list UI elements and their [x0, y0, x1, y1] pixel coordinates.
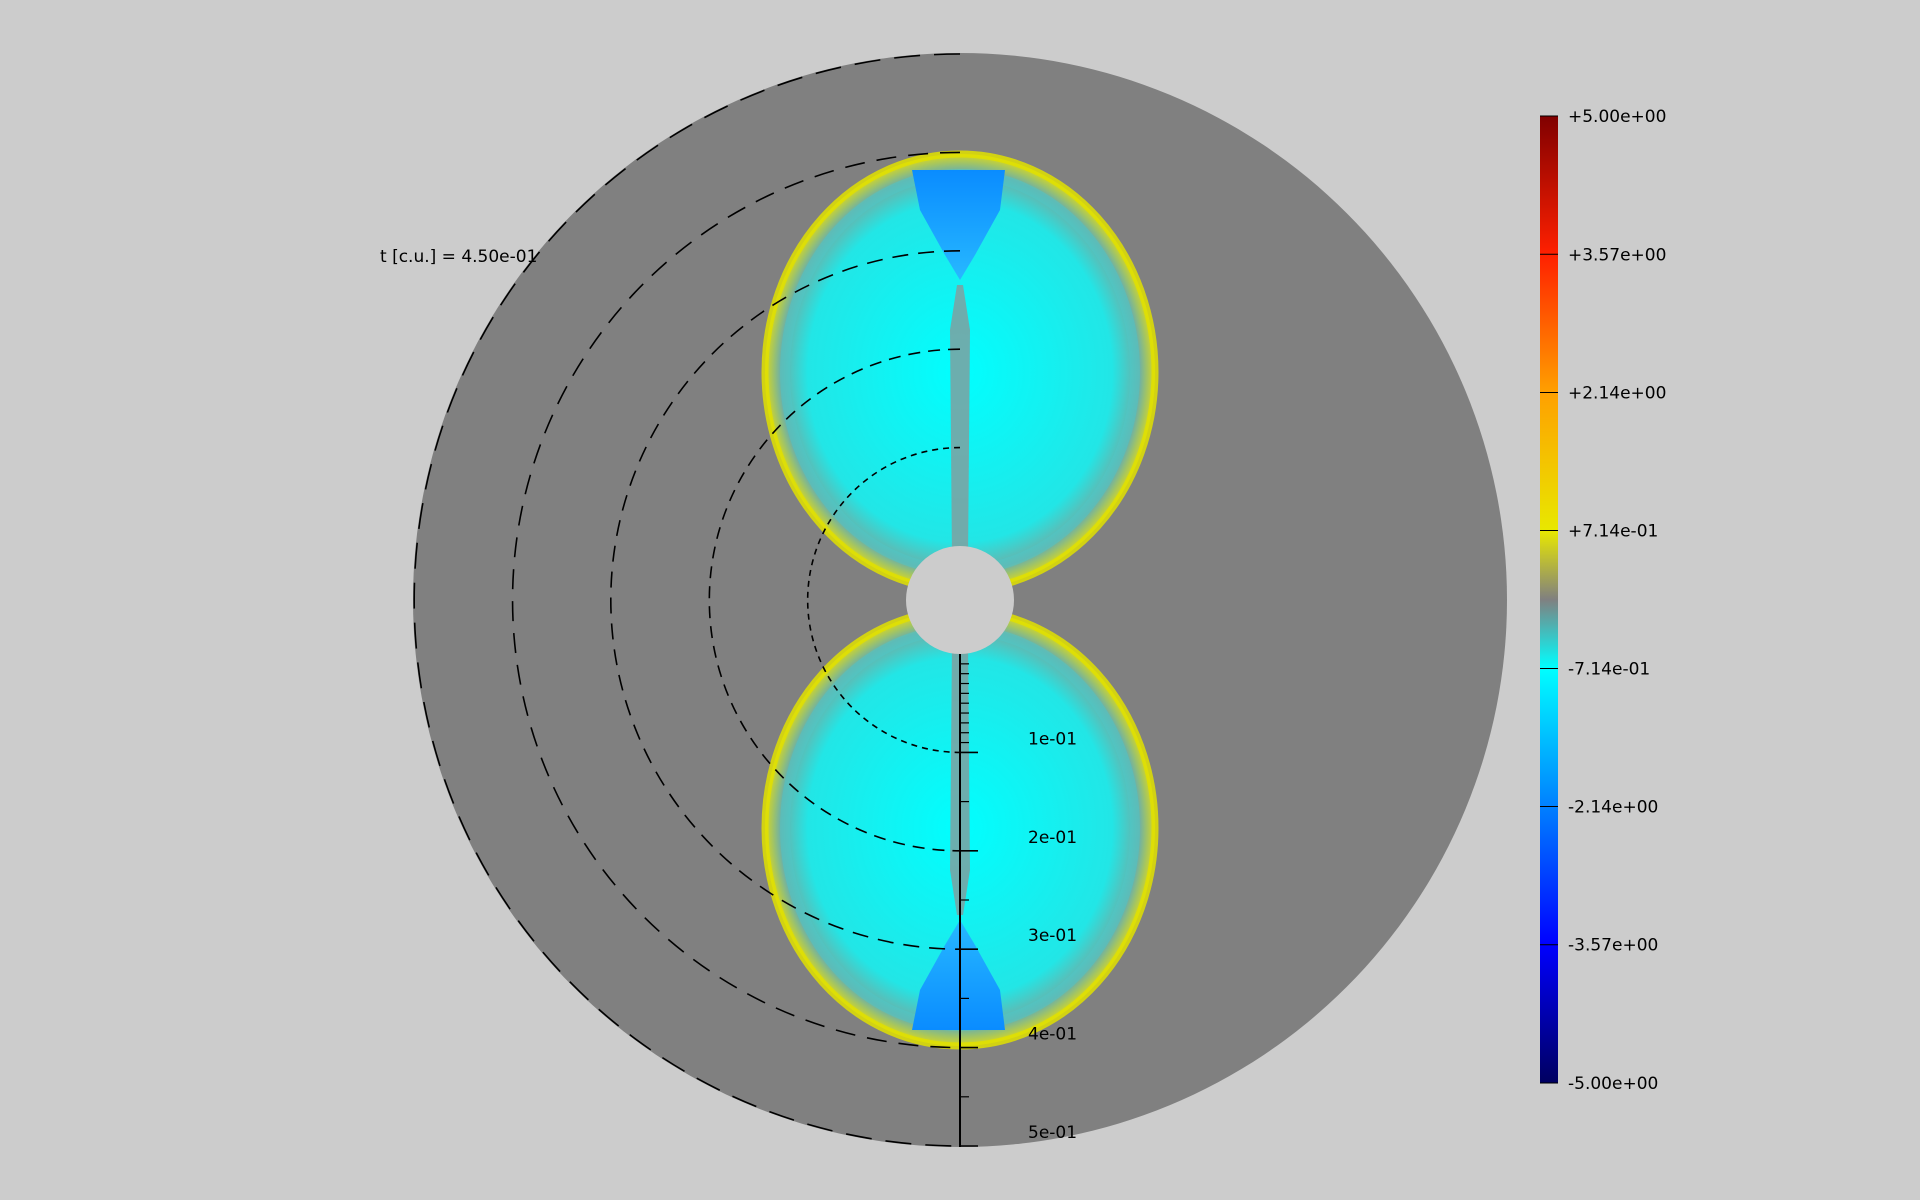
contour-arc-3 [610, 250, 961, 950]
contour-arcs [413, 53, 961, 1147]
colorbar-gradient [1540, 116, 1558, 1083]
colorbar-tick-label: +5.00e+00 [1568, 107, 1666, 127]
contour-arc-5 [413, 53, 961, 1147]
contour-arc-2 [708, 348, 961, 852]
colorbar-tick-label: -7.14e-01 [1568, 660, 1650, 680]
colorbar-tick-label: +7.14e-01 [1568, 521, 1658, 541]
radial-axis: 1e-01 2e-01 3e-01 4e-01 5e-01 [959, 654, 1077, 1147]
axis-tick-label: 5e-01 [1028, 1123, 1077, 1143]
colorbar-tick-label: +3.57e+00 [1568, 245, 1666, 265]
colorbar-tick-label: +2.14e+00 [1568, 384, 1666, 404]
colorbar-tick-label: -2.14e+00 [1568, 797, 1658, 817]
upper-tip [912, 170, 1005, 280]
time-label: t [c.u.] = 4.50e-01 [380, 247, 537, 267]
axis-tick-label: 3e-01 [1028, 926, 1077, 946]
upper-jet-channel [950, 285, 970, 560]
colorbar-tick-label: -5.00e+00 [1568, 1074, 1658, 1094]
colorbar-tick-label: -3.57e+00 [1568, 936, 1658, 956]
inner-boundary [906, 546, 1014, 654]
lower-tip [912, 920, 1005, 1030]
colorbar: +5.00e+00 +3.57e+00 +2.14e+00 +7.14e-01 -7.1… [1540, 107, 1666, 1094]
axis-tick-label: 4e-01 [1028, 1025, 1077, 1045]
axis-tick-label: 1e-01 [1028, 729, 1077, 749]
axis-tick-label: 2e-01 [1028, 828, 1077, 848]
